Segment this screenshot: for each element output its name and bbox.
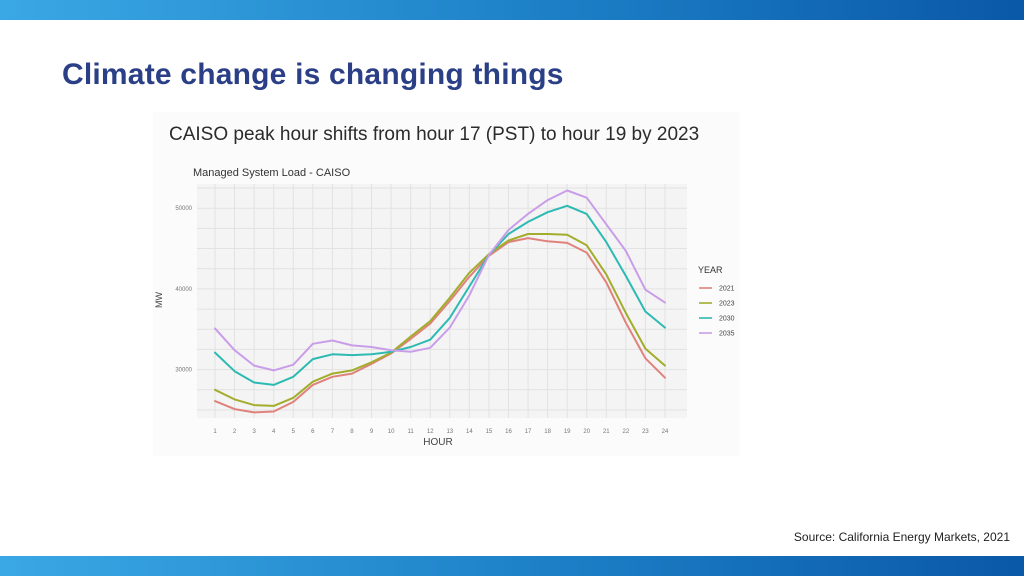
x-tick-label: 8 — [350, 429, 354, 435]
x-tick-label: 15 — [486, 429, 493, 435]
y-tick-label: 40000 — [175, 287, 192, 293]
x-tick-label: 6 — [311, 429, 315, 435]
series-line-2030 — [214, 204, 666, 386]
legend-label-2035: 2035 — [719, 331, 735, 338]
x-tick-label: 9 — [370, 429, 374, 435]
line-chart: CAISO peak hour shifts from hour 17 (PST… — [154, 124, 735, 448]
bottom-accent-band — [0, 556, 1024, 576]
x-tick-label: 23 — [642, 429, 649, 435]
x-tick-label: 14 — [466, 429, 473, 435]
plot-area — [197, 184, 687, 418]
slide-title: Climate change is changing things — [62, 58, 564, 91]
x-tick-label: 17 — [525, 429, 532, 435]
chart-subtitle: Managed System Load - CAISO — [193, 167, 351, 179]
chart-image: CAISO peak hour shifts from hour 17 (PST… — [153, 112, 739, 456]
legend-label-2030: 2030 — [719, 316, 735, 323]
legend: YEAR 2021 2023 2030 2035 — [698, 265, 735, 338]
x-tick-label: 16 — [505, 429, 512, 435]
y-tick-label: 50000 — [175, 206, 192, 212]
x-axis-label: HOUR — [423, 437, 452, 448]
x-tick-label: 20 — [583, 429, 590, 435]
x-tick-label: 21 — [603, 429, 610, 435]
x-tick-label: 19 — [564, 429, 571, 435]
legend-label-2021: 2021 — [719, 286, 735, 293]
x-tick-label: 2 — [233, 429, 237, 435]
legend-label-2023: 2023 — [719, 301, 735, 308]
x-tick-label: 4 — [272, 429, 276, 435]
x-tick-label: 1 — [213, 429, 217, 435]
top-accent-band — [0, 0, 1024, 20]
x-tick-label: 24 — [662, 429, 669, 435]
x-tick-label: 7 — [331, 429, 335, 435]
x-tick-label: 11 — [408, 429, 415, 435]
legend-title: YEAR — [698, 265, 723, 275]
source-note: Source: California Energy Markets, 2021 — [793, 530, 1010, 544]
y-tick-label: 30000 — [175, 368, 192, 374]
y-axis-label: MW — [154, 292, 164, 308]
series-line-2023 — [214, 233, 666, 407]
x-tick-label: 13 — [446, 429, 453, 435]
series-line-2035 — [214, 189, 666, 372]
x-tick-label: 12 — [427, 429, 434, 435]
x-tick-label: 5 — [292, 429, 296, 435]
x-tick-label: 3 — [252, 429, 256, 435]
x-tick-label: 18 — [544, 429, 551, 435]
x-tick-label: 22 — [623, 429, 630, 435]
series-line-2021 — [214, 237, 666, 414]
chart-title: CAISO peak hour shifts from hour 17 (PST… — [169, 124, 699, 145]
x-tick-label: 10 — [388, 429, 395, 435]
